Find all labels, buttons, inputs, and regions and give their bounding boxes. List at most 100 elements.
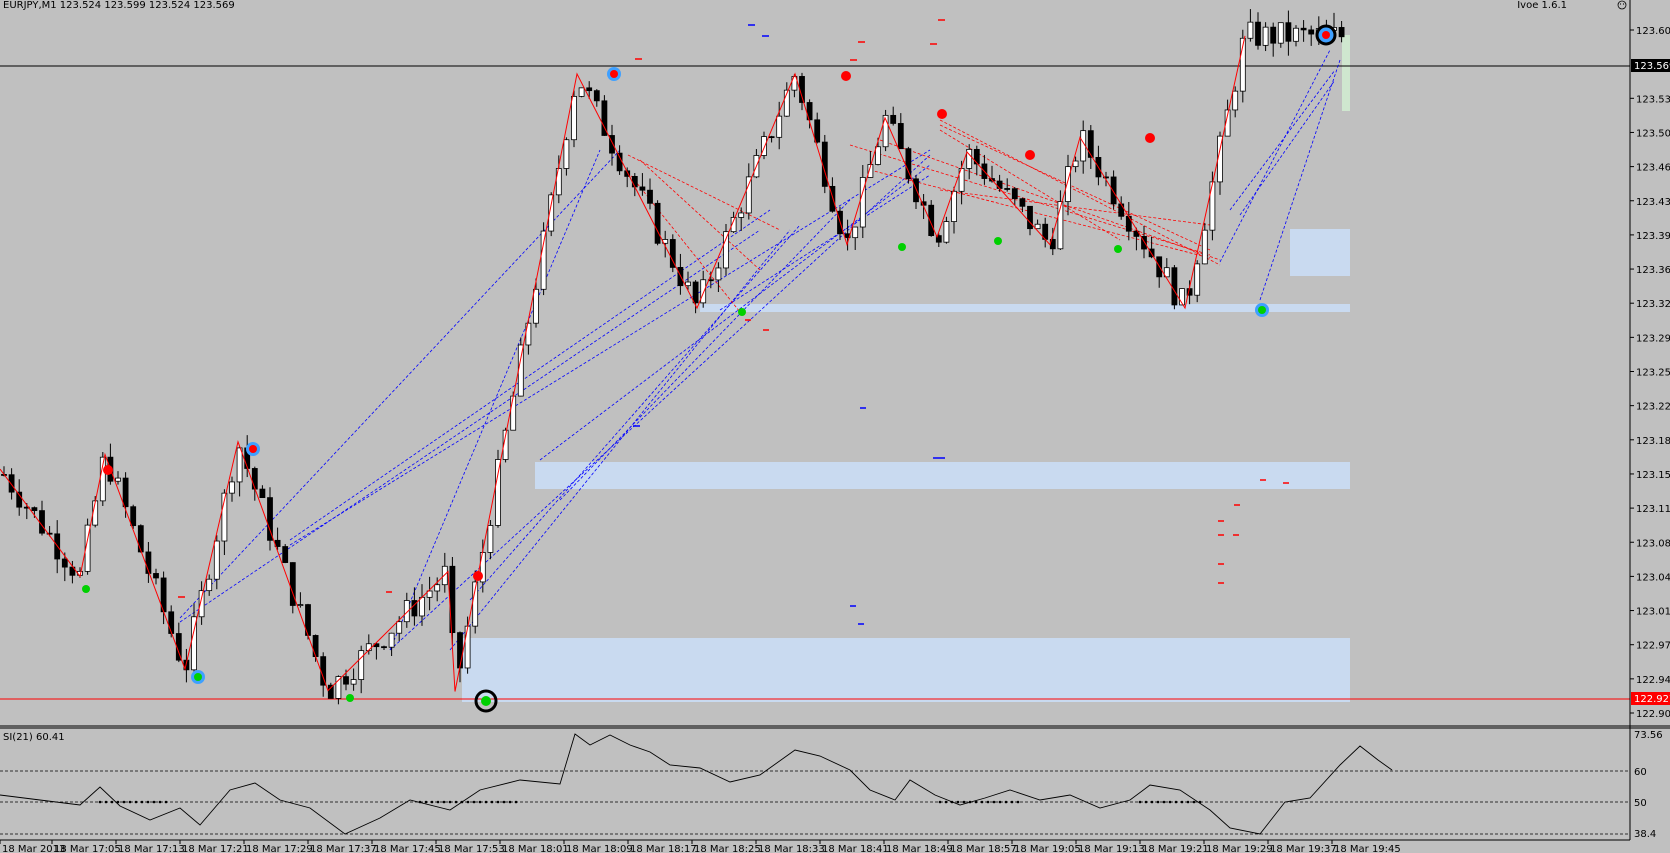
price-tick-label: 123.080	[1636, 538, 1670, 549]
candle-bull	[206, 578, 213, 592]
price-tick-label: 123.325	[1636, 299, 1670, 310]
candle-bull	[198, 590, 205, 618]
candle-bear	[669, 239, 676, 268]
price-tick-label: 123.150	[1636, 470, 1670, 481]
time-tick-label: 18 Mar 19:45	[1334, 844, 1401, 853]
candle-bull	[1224, 109, 1231, 137]
candle-bull	[1201, 229, 1208, 265]
candle-bear	[122, 477, 129, 508]
candle-bull	[540, 230, 547, 290]
price-tick-label: 123.605	[1636, 26, 1670, 37]
candle-bear	[586, 87, 593, 92]
candle-bear	[768, 136, 775, 139]
candle-bear	[1255, 21, 1261, 46]
candle-bull	[1247, 21, 1254, 39]
indicator-title: SI(21) 60.41	[3, 732, 65, 743]
demand-zone-recent	[1290, 229, 1350, 276]
time-tick-label: 18 Mar 18:25	[694, 844, 761, 853]
indicator-label: Ivoe 1.6.1	[1517, 0, 1567, 11]
time-tick-label: 18 Mar 17:29	[246, 844, 313, 853]
candle-bear	[1103, 176, 1109, 179]
price-tick-label: 122.975	[1636, 641, 1670, 652]
candle-bull	[1239, 37, 1246, 92]
candle-bull	[859, 177, 866, 228]
demand-zone-mid	[535, 462, 1350, 489]
global-low-ring	[474, 689, 498, 713]
candle-bull	[533, 288, 539, 324]
candle-bear	[1300, 27, 1307, 31]
candle-bear	[1171, 267, 1178, 306]
pivot-markers	[82, 24, 1337, 713]
candle-bull	[236, 447, 243, 483]
candle-bull	[350, 679, 357, 685]
candle-bear	[616, 152, 623, 172]
candle-bull	[434, 584, 441, 592]
si-dots	[98, 800, 1202, 804]
pivot-low-marker	[738, 308, 746, 316]
price-axis: 123.605 123.535 123.500 123.465 123.430 123.3…	[1629, 0, 1670, 840]
candle-bull	[229, 481, 235, 494]
pivot-low-marker	[994, 237, 1002, 245]
pivot-low-marker	[1114, 245, 1122, 253]
price-tick-label: 123.395	[1636, 231, 1670, 242]
candle-bull	[510, 395, 517, 431]
candle-bear	[1141, 236, 1147, 250]
time-tick-label: 18 Mar 17:05	[54, 844, 121, 853]
candle-bear	[806, 102, 813, 121]
time-tick-label: 18 Mar 18:17	[630, 844, 697, 853]
si-level-low: 38.4	[1634, 829, 1656, 840]
time-tick-label: 18 Mar 17:53	[438, 844, 505, 853]
time-tick-label: 18 Mar 18:49	[886, 844, 953, 853]
candle-bear	[153, 573, 159, 579]
pivot-low-marker	[346, 694, 354, 702]
candle-bull	[571, 95, 577, 141]
candle-bear	[61, 558, 68, 568]
price-tick-label: 123.220	[1636, 402, 1670, 413]
time-tick-label: 18 Mar 17:13	[118, 844, 185, 853]
candle-bear	[289, 562, 296, 606]
candle-bull	[388, 632, 395, 648]
candle-bull	[700, 279, 707, 304]
candle-bear	[913, 178, 919, 203]
candle-bull	[502, 429, 509, 460]
candle-bull	[1194, 263, 1201, 296]
candle-bull	[578, 87, 585, 97]
candle-bull	[297, 604, 304, 606]
time-tick-label: 18 Mar 18:41	[822, 844, 889, 853]
pivot-high-marker	[937, 109, 947, 119]
candle-bear	[973, 148, 980, 165]
candle-bear	[130, 506, 137, 527]
candle-bull	[738, 212, 745, 218]
low-price-tag-text: 122.927	[1634, 694, 1670, 705]
candle-bear	[609, 135, 615, 154]
si-level-high: 73.56	[1634, 730, 1663, 741]
price-tick-label: 123.010	[1636, 607, 1670, 618]
candle-bull	[1209, 181, 1216, 231]
time-tick-label: 18 Mar 19:37	[1270, 844, 1337, 853]
candle-bear	[1027, 205, 1033, 230]
indicator-window: SI(21) 60.41 73.56 60 50 38.4	[0, 730, 1663, 840]
price-tick-label: 123.045	[1636, 572, 1670, 583]
candle-bear	[996, 180, 1003, 189]
candle-bull	[221, 492, 228, 542]
pivot-high-marker	[1145, 133, 1155, 143]
candle-bear	[631, 176, 638, 188]
pivot-high-marker	[841, 71, 851, 81]
candle-bear	[897, 123, 904, 150]
candle-bull	[335, 676, 342, 699]
major-high-dot	[249, 445, 257, 453]
candle-bear	[1011, 188, 1018, 200]
candle-bear	[145, 551, 152, 574]
candle-bear	[935, 235, 942, 243]
time-tick-label: 18 Mar 18:33	[758, 844, 825, 853]
candle-bear	[267, 497, 273, 541]
candle-bear	[1270, 26, 1277, 44]
candle-bull	[867, 164, 874, 178]
candle-bull	[487, 525, 494, 553]
time-tick-label: 18 Mar 19:13	[1078, 844, 1145, 853]
demand-zone-upper	[700, 304, 1350, 312]
price-tick-label: 123.255	[1636, 368, 1670, 379]
